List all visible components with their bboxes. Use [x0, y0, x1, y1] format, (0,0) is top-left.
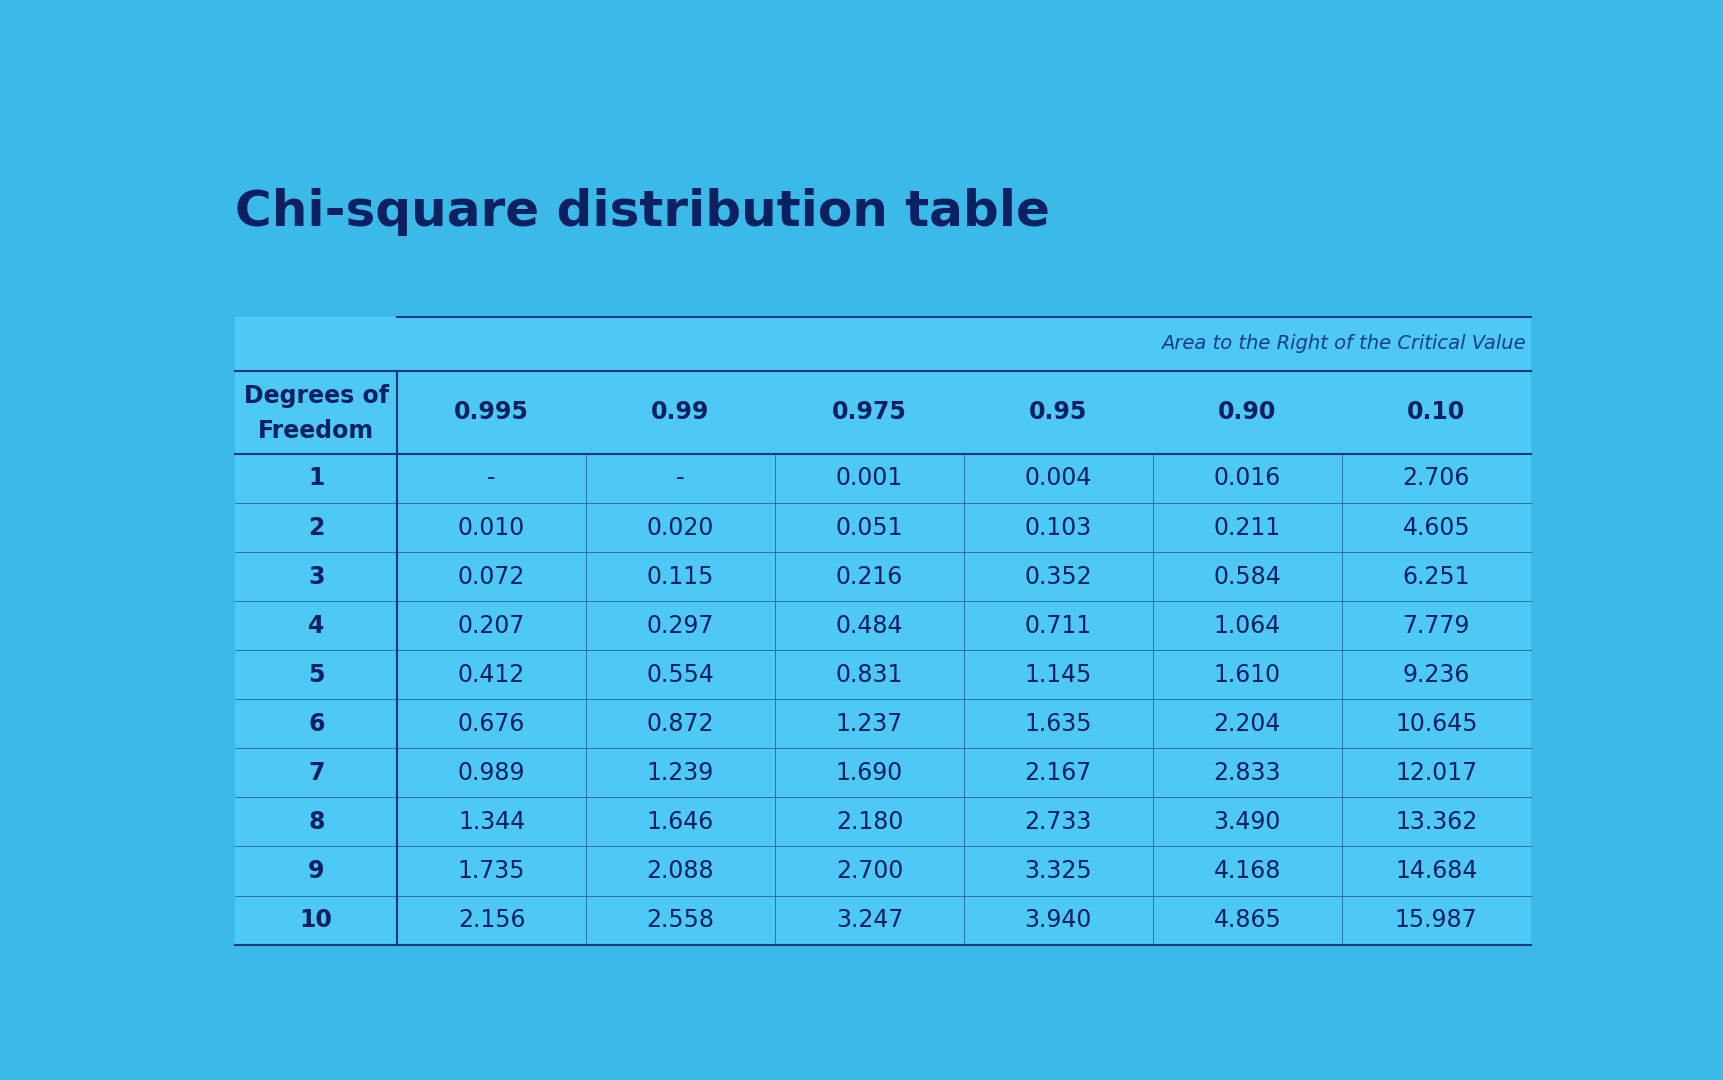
Text: 0.072: 0.072 — [458, 565, 526, 589]
Text: 6: 6 — [308, 712, 324, 735]
Text: 1.344: 1.344 — [458, 810, 526, 834]
Text: 0.020: 0.020 — [646, 515, 715, 540]
Text: 0.051: 0.051 — [836, 515, 903, 540]
Text: 4.168: 4.168 — [1213, 859, 1280, 883]
Text: 0.001: 0.001 — [836, 467, 903, 490]
Text: 4: 4 — [308, 613, 324, 637]
Text: Area to the Right of the Critical Value: Area to the Right of the Critical Value — [1161, 334, 1525, 353]
Text: 0.004: 0.004 — [1025, 467, 1092, 490]
Text: 2: 2 — [308, 515, 324, 540]
Text: 7.779: 7.779 — [1403, 613, 1470, 637]
Text: 0.211: 0.211 — [1213, 515, 1280, 540]
Text: 3.325: 3.325 — [1025, 859, 1092, 883]
Text: 0.711: 0.711 — [1025, 613, 1092, 637]
Text: 2.088: 2.088 — [646, 859, 715, 883]
Text: Chi-square distribution table: Chi-square distribution table — [236, 188, 1051, 235]
Text: 1.646: 1.646 — [646, 810, 713, 834]
Text: 2.167: 2.167 — [1025, 760, 1092, 785]
Text: 12.017: 12.017 — [1396, 760, 1477, 785]
Text: 1.610: 1.610 — [1213, 663, 1280, 687]
Text: 0.115: 0.115 — [646, 565, 715, 589]
Text: 1.064: 1.064 — [1213, 613, 1280, 637]
Text: 1.239: 1.239 — [646, 760, 713, 785]
Text: 3.490: 3.490 — [1213, 810, 1280, 834]
Text: 15.987: 15.987 — [1396, 908, 1478, 932]
Text: 2.204: 2.204 — [1213, 712, 1280, 735]
Text: 2.180: 2.180 — [836, 810, 903, 834]
Text: 0.831: 0.831 — [836, 663, 903, 687]
Text: Degrees of: Degrees of — [243, 383, 389, 408]
Text: 0.207: 0.207 — [458, 613, 526, 637]
Text: 0.016: 0.016 — [1213, 467, 1280, 490]
Text: 0.412: 0.412 — [458, 663, 526, 687]
Text: 0.584: 0.584 — [1213, 565, 1282, 589]
Text: 10: 10 — [300, 908, 333, 932]
Text: -: - — [677, 467, 684, 490]
Text: 4.605: 4.605 — [1403, 515, 1470, 540]
Text: 0.989: 0.989 — [458, 760, 526, 785]
Text: 3.247: 3.247 — [836, 908, 903, 932]
Text: 0.297: 0.297 — [646, 613, 715, 637]
Text: 7: 7 — [308, 760, 324, 785]
Text: 4.865: 4.865 — [1213, 908, 1282, 932]
Text: 1.690: 1.690 — [836, 760, 903, 785]
Text: 0.872: 0.872 — [646, 712, 715, 735]
Text: 0.484: 0.484 — [836, 613, 903, 637]
Text: 0.554: 0.554 — [646, 663, 715, 687]
Text: 2.700: 2.700 — [836, 859, 903, 883]
Text: 2.733: 2.733 — [1025, 810, 1092, 834]
Text: 0.676: 0.676 — [458, 712, 526, 735]
Text: 3.940: 3.940 — [1025, 908, 1092, 932]
Text: Freedom: Freedom — [258, 419, 374, 443]
Text: 0.95: 0.95 — [1029, 401, 1087, 424]
Text: 9.236: 9.236 — [1403, 663, 1470, 687]
Bar — [236, 316, 1530, 945]
Text: 2.558: 2.558 — [646, 908, 715, 932]
Text: 10.645: 10.645 — [1396, 712, 1477, 735]
Text: 8: 8 — [308, 810, 324, 834]
Text: 6.251: 6.251 — [1403, 565, 1470, 589]
Text: 0.352: 0.352 — [1025, 565, 1092, 589]
Text: 2.833: 2.833 — [1213, 760, 1280, 785]
Text: 1.237: 1.237 — [836, 712, 903, 735]
Text: 0.90: 0.90 — [1218, 401, 1277, 424]
Text: 0.995: 0.995 — [455, 401, 529, 424]
Text: 2.706: 2.706 — [1403, 467, 1470, 490]
Text: 0.975: 0.975 — [832, 401, 906, 424]
Text: 13.362: 13.362 — [1396, 810, 1477, 834]
Text: 0.216: 0.216 — [836, 565, 903, 589]
Text: 0.010: 0.010 — [458, 515, 526, 540]
Text: 9: 9 — [308, 859, 324, 883]
Text: 1.635: 1.635 — [1025, 712, 1092, 735]
Text: 0.10: 0.10 — [1408, 401, 1465, 424]
Text: 0.103: 0.103 — [1025, 515, 1092, 540]
Text: 2.156: 2.156 — [458, 908, 526, 932]
Text: -: - — [488, 467, 496, 490]
Text: 14.684: 14.684 — [1396, 859, 1477, 883]
Text: 0.99: 0.99 — [651, 401, 710, 424]
Text: 1.735: 1.735 — [458, 859, 526, 883]
Text: 3: 3 — [308, 565, 324, 589]
Text: 1.145: 1.145 — [1025, 663, 1092, 687]
Text: 5: 5 — [308, 663, 324, 687]
Text: 1: 1 — [308, 467, 324, 490]
